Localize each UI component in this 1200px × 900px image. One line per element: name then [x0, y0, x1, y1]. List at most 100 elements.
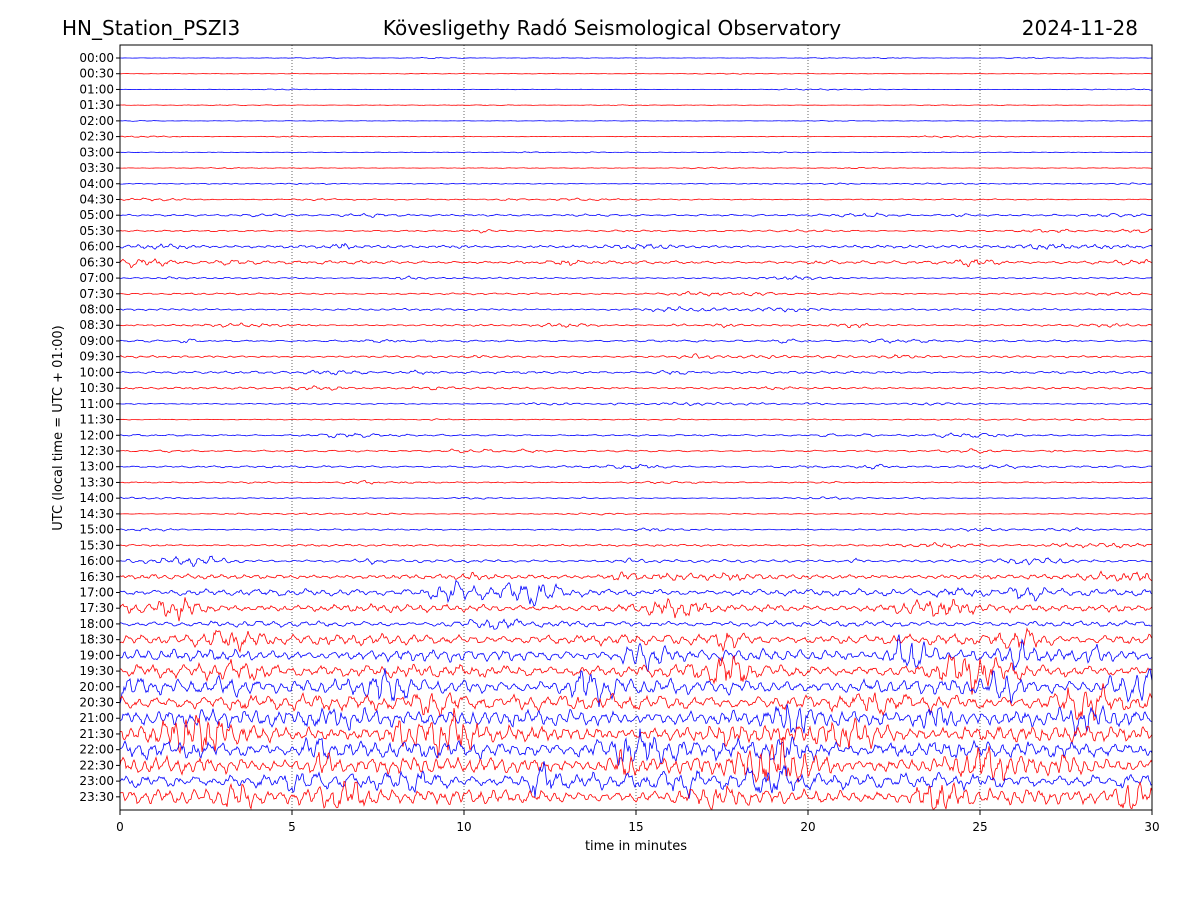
y-tick-label-0730: 07:30: [79, 287, 114, 301]
trace-0130: [119, 104, 1153, 107]
y-tick-label-1300: 13:00: [79, 460, 114, 474]
y-tick-label-0400: 04:00: [79, 177, 114, 191]
y-tick-label-1530: 15:30: [79, 538, 114, 552]
trace-1830: [119, 627, 1153, 653]
y-tick-label-0630: 06:30: [79, 255, 114, 269]
plot-frame: [119, 44, 1153, 811]
trace-1500: [119, 527, 1153, 532]
trace-0500: [119, 212, 1153, 218]
y-tick-label-0500: 05:00: [79, 208, 114, 222]
trace-0300: [119, 151, 1153, 154]
y-tick-label-0330: 03:30: [79, 161, 114, 175]
trace-0630: [119, 258, 1153, 269]
x-tick-label-5: 5: [288, 820, 296, 834]
y-tick-label-1430: 14:30: [79, 507, 114, 521]
y-tick-label-1600: 16:00: [79, 554, 114, 568]
trace-0830: [120, 322, 1153, 329]
trace-2000: [119, 667, 1153, 708]
y-tick-label-0830: 08:30: [79, 318, 114, 332]
trace-1200: [119, 432, 1153, 439]
y-tick-label-0300: 03:00: [79, 145, 114, 159]
trace-0000: [120, 57, 1153, 59]
trace-2130: [119, 708, 1153, 758]
y-tick-label-1400: 14:00: [79, 491, 114, 505]
y-tick-label-0030: 00:30: [79, 67, 114, 81]
trace-2300: [119, 761, 1153, 799]
trace-0400: [119, 182, 1153, 185]
trace-1600: [119, 555, 1153, 567]
trace-1230: [119, 448, 1153, 454]
trace-0700: [119, 275, 1153, 281]
y-tick-label-0700: 07:00: [79, 271, 114, 285]
y-tick-label-0600: 06:00: [79, 240, 114, 254]
trace-1730: [119, 597, 1153, 622]
trace-1530: [119, 542, 1153, 549]
y-tick-label-0930: 09:30: [79, 350, 114, 364]
trace-0230: [119, 135, 1153, 139]
y-tick-label-0900: 09:00: [79, 334, 114, 348]
x-tick-label-10: 10: [456, 820, 471, 834]
trace-1100: [119, 401, 1153, 407]
trace-0930: [119, 353, 1153, 359]
trace-1900: [119, 634, 1153, 673]
y-tick-label-1800: 18:00: [79, 617, 114, 631]
trace-1800: [119, 618, 1153, 630]
x-tick-label-15: 15: [628, 820, 643, 834]
x-tick-label-30: 30: [1144, 820, 1159, 834]
x-tick-label-0: 0: [116, 820, 124, 834]
trace-1700: [119, 579, 1153, 607]
y-tick-label-0430: 04:30: [79, 192, 114, 206]
y-tick-label-2000: 20:00: [79, 680, 114, 694]
x-tick-label-25: 25: [972, 820, 987, 834]
trace-1330: [119, 479, 1153, 485]
y-axis-label: UTC (local time = UTC + 01:00): [51, 325, 66, 530]
trace-0200: [119, 119, 1153, 122]
trace-1630: [119, 570, 1153, 582]
trace-2330: [119, 780, 1153, 810]
y-tick-label-1730: 17:30: [79, 601, 114, 615]
trace-1030: [119, 385, 1153, 391]
y-tick-label-2230: 22:30: [79, 758, 114, 772]
trace-2100: [119, 703, 1153, 737]
y-tick-label-0000: 00:00: [79, 51, 114, 65]
y-tick-label-2200: 22:00: [79, 743, 114, 757]
trace-2030: [119, 683, 1153, 722]
y-tick-label-1030: 10:30: [79, 381, 114, 395]
trace-1130: [119, 418, 1153, 421]
trace-1430: [119, 512, 1153, 516]
chart-date: 2024-11-28: [1022, 16, 1138, 40]
y-tick-label-0800: 08:00: [79, 303, 114, 317]
y-tick-label-1330: 13:30: [79, 475, 114, 489]
y-tick-label-1100: 11:00: [79, 397, 114, 411]
y-tick-label-1000: 10:00: [79, 365, 114, 379]
y-tick-label-1630: 16:30: [79, 570, 114, 584]
plot-area: [120, 45, 1152, 810]
x-tick-label-20: 20: [800, 820, 815, 834]
y-tick-label-1500: 15:00: [79, 523, 114, 537]
trace-0100: [119, 88, 1153, 91]
y-tick-label-0230: 02:30: [79, 130, 114, 144]
trace-0530: [119, 228, 1153, 234]
trace-0800: [119, 306, 1153, 313]
y-tick-label-1200: 12:00: [79, 428, 114, 442]
trace-0030: [119, 72, 1153, 75]
y-tick-label-2030: 20:30: [79, 696, 114, 710]
trace-0900: [119, 338, 1153, 344]
trace-1930: [119, 653, 1153, 695]
trace-0600: [119, 242, 1153, 251]
station-name: HN_Station_PSZI3: [62, 16, 240, 40]
trace-0730: [119, 291, 1153, 297]
trace-0430: [119, 197, 1153, 202]
y-tick-label-1700: 17:00: [79, 585, 114, 599]
x-axis-ticks: 0 5 10 15 20 25 30: [116, 810, 1160, 834]
y-tick-label-1900: 19:00: [79, 648, 114, 662]
y-tick-label-1830: 18:30: [79, 633, 114, 647]
y-tick-label-0100: 01:00: [79, 82, 114, 96]
trace-1300: [119, 463, 1153, 470]
y-tick-label-2130: 21:30: [79, 727, 114, 741]
y-tick-label-1930: 19:30: [79, 664, 114, 678]
y-tick-label-2300: 23:00: [79, 774, 114, 788]
trace-2200: [119, 728, 1153, 768]
